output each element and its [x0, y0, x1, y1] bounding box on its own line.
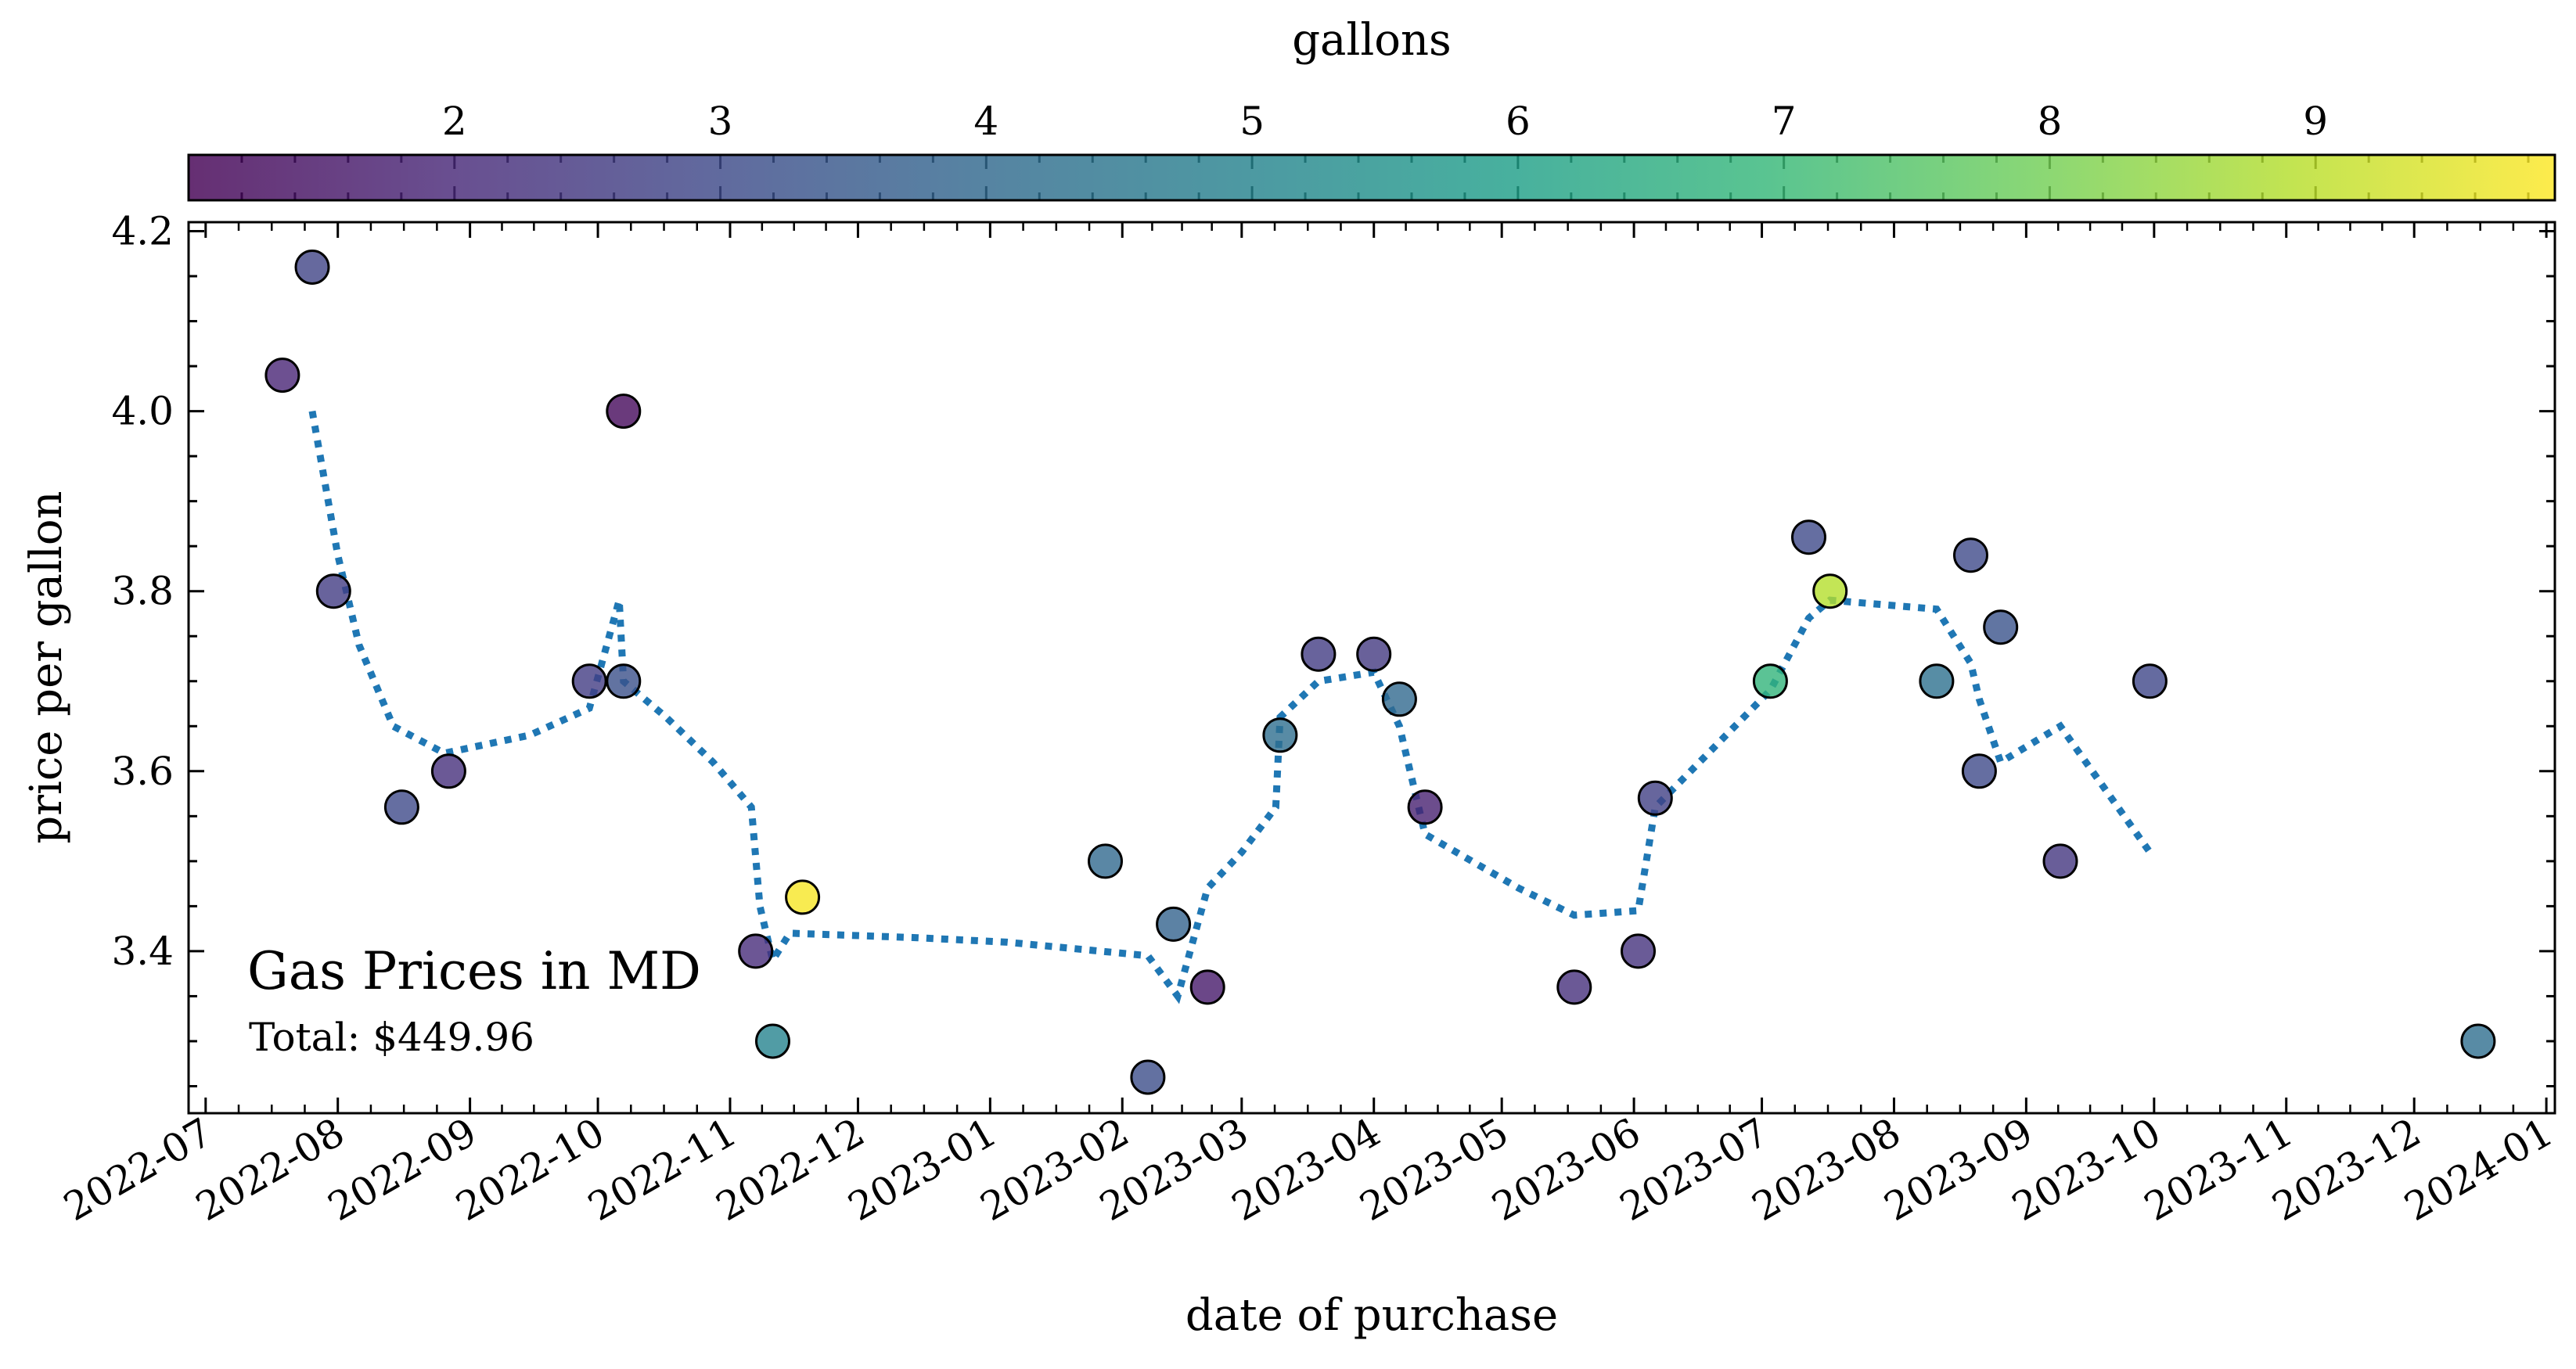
data-point [606, 663, 642, 699]
data-point [1556, 969, 1592, 1005]
data-point [1381, 681, 1417, 717]
colorbar-tick-label: 9 [2303, 99, 2328, 144]
colorbar-title: gallons [1292, 15, 1452, 66]
colorbar-tick-label: 6 [1506, 99, 1531, 144]
y-axis: 3.4 3.6 3.8 4.0 4.2 [111, 209, 2555, 1087]
data-point [1919, 663, 1955, 699]
data-point [1953, 537, 1988, 573]
data-point [1812, 573, 1848, 609]
data-point [1301, 636, 1337, 672]
x-tick-label: 2023-07 [1613, 1109, 1776, 1230]
annotation-subtitle: Total: $449.96 [249, 1015, 534, 1060]
x-axis-label: date of purchase [1185, 1290, 1558, 1341]
data-points [264, 250, 2496, 1095]
data-point [315, 573, 351, 609]
data-point [1407, 789, 1443, 825]
colorbar-tick-label: 7 [1772, 99, 1797, 144]
x-tick-label: 2022-07 [56, 1109, 220, 1230]
x-tick-label: 2023-09 [1876, 1109, 2040, 1230]
colorbar-tick-label: 4 [973, 99, 998, 144]
plot-frame [187, 221, 2556, 1115]
data-point [1130, 1059, 1166, 1095]
data-point [2042, 843, 2078, 879]
data-point [1961, 753, 1997, 789]
y-tick-label: 3.6 [111, 749, 174, 794]
x-tick-label: 2023-11 [2137, 1109, 2301, 1230]
colorbar-tick-label: 3 [708, 99, 733, 144]
data-point [264, 358, 300, 393]
data-point [738, 933, 774, 969]
data-point [1752, 663, 1788, 699]
x-tick-label: 2022-11 [581, 1109, 744, 1230]
data-point [1262, 717, 1298, 753]
data-point [606, 393, 642, 429]
data-point [785, 879, 821, 915]
x-tick-label: 2023-01 [840, 1109, 1004, 1230]
data-point [1983, 609, 2019, 645]
x-tick-label: 2022-09 [321, 1109, 484, 1230]
plot-area: 2022-072022-082022-092022-102022-112022-… [56, 209, 2560, 1231]
y-tick-label: 4.2 [111, 209, 174, 254]
colorbar-tick-label: 5 [1239, 99, 1265, 144]
data-point [294, 250, 330, 285]
y-axis-label: price per gallon [21, 490, 72, 843]
colorbar-tick-label: 2 [442, 99, 467, 144]
x-tick-label: 2023-08 [1745, 1109, 1909, 1230]
data-point [1791, 519, 1826, 555]
data-point [1621, 933, 1656, 969]
trend-line [308, 410, 2153, 1004]
data-point [1189, 969, 1225, 1005]
x-axis: 2022-072022-082022-092022-102022-112022-… [56, 222, 2560, 1230]
x-tick-label: 2022-10 [448, 1109, 612, 1230]
x-tick-label: 2023-10 [2005, 1109, 2168, 1230]
x-tick-label: 2022-12 [709, 1109, 872, 1230]
y-tick-label: 3.4 [111, 929, 174, 974]
data-point [1637, 780, 1673, 816]
data-point [2460, 1023, 2496, 1059]
x-tick-label: 2023-06 [1484, 1109, 1648, 1230]
data-point [755, 1023, 790, 1059]
data-point [430, 753, 466, 789]
data-point [1356, 636, 1392, 672]
annotation-title: Gas Prices in MD [247, 941, 701, 1001]
colorbar-tick-label: 8 [2038, 99, 2063, 144]
x-tick-label: 2024-01 [2397, 1109, 2560, 1230]
data-point [2132, 663, 2168, 699]
y-tick-label: 3.8 [111, 569, 174, 614]
x-tick-label: 2023-12 [2265, 1109, 2428, 1230]
data-point [571, 663, 607, 699]
x-tick-label: 2022-08 [189, 1109, 352, 1230]
x-tick-label: 2023-04 [1225, 1109, 1388, 1230]
colorbar: gallons 2 3 4 5 6 7 8 9 [187, 15, 2556, 202]
y-tick-label: 4.0 [111, 389, 174, 434]
x-tick-label: 2023-05 [1352, 1109, 1516, 1230]
data-point [383, 789, 419, 825]
colorbar-gradient [187, 153, 2556, 202]
data-point [1156, 906, 1192, 942]
data-point [1088, 843, 1123, 879]
